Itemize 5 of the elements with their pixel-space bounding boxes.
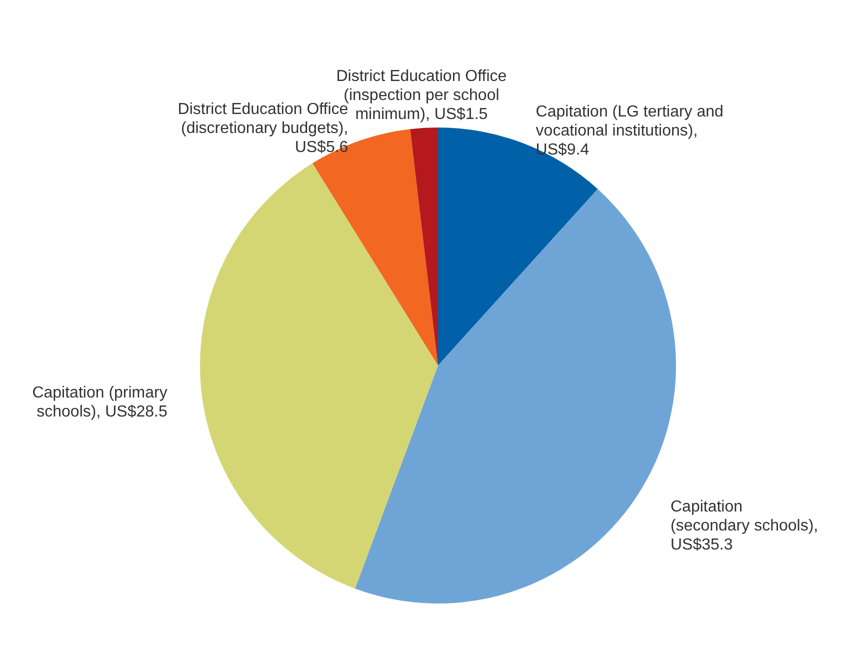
pie-slice (200, 163, 438, 589)
slice-label: Capitation (primary schools), US$28.5 (32, 384, 168, 421)
slice-label: Capitation (secondary schools), US$35.3 (670, 498, 818, 554)
slice-label: Capitation (LG tertiary and vocational institutions), US$9.4 (536, 104, 724, 159)
pie-slice (410, 128, 438, 366)
